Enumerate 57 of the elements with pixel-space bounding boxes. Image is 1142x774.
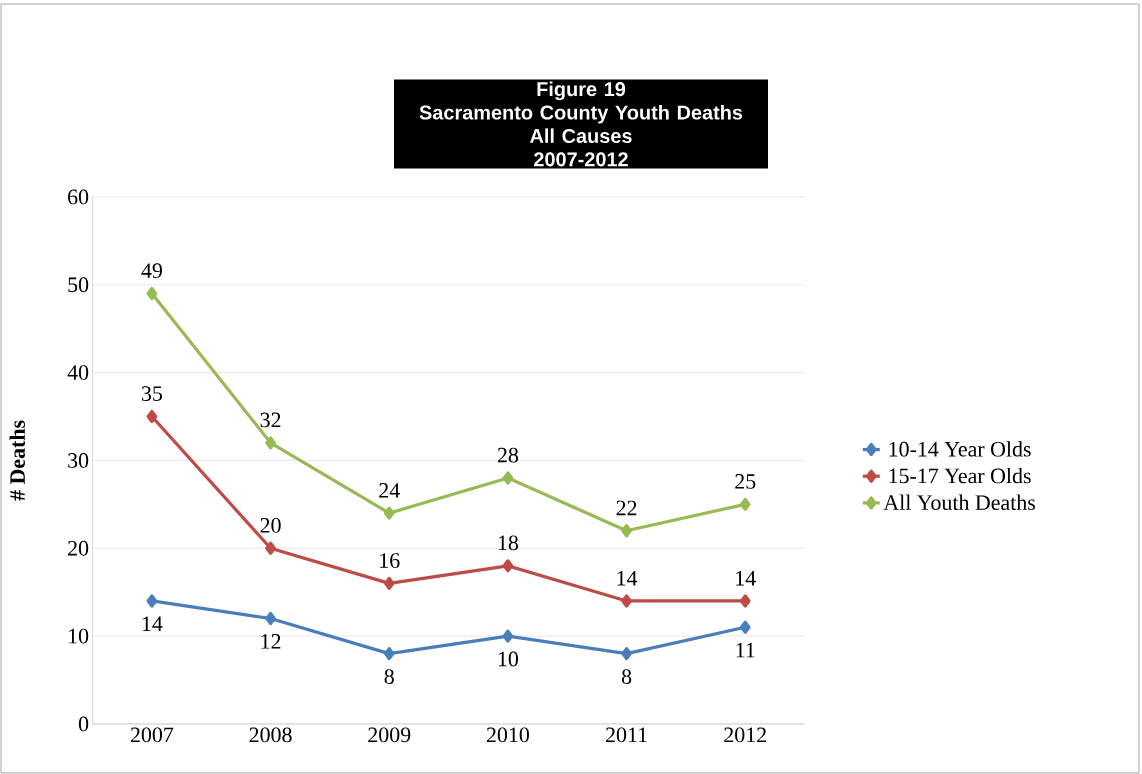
point: [383, 576, 395, 590]
data-label: 28: [497, 447, 519, 463]
data-label: 12: [261, 634, 281, 649]
data-label: 18: [498, 535, 519, 551]
text: All Causes: [530, 128, 632, 143]
data-label: 32: [260, 412, 281, 428]
x-tick-label: 2012: [724, 727, 766, 743]
legend-label: All Youth Deaths: [883, 494, 1035, 510]
y-tick-label: 20: [68, 540, 89, 556]
x-tick-label: 2009: [368, 727, 411, 743]
y-tick-label: 10: [69, 628, 89, 644]
legend-label: 15-17 Year Olds: [889, 467, 1031, 484]
point: [621, 524, 632, 538]
point: [265, 436, 276, 450]
point: [502, 559, 514, 573]
data-label: 8: [384, 669, 394, 684]
point: [146, 409, 158, 424]
y-axis-title: # Deaths: [9, 420, 25, 501]
x-tick-label: 2008: [249, 727, 292, 743]
data-label: 14: [736, 570, 756, 586]
data-label: 25: [735, 474, 756, 489]
chart-title: Figure 19: [537, 81, 626, 101]
x-tick-label: 2010: [486, 727, 529, 743]
y-tick-label: 60: [68, 189, 89, 205]
text: 2007-2012: [534, 152, 628, 167]
point: [146, 594, 158, 608]
data-label: 8: [621, 669, 632, 684]
point: [383, 506, 395, 520]
data-label: 49: [141, 263, 162, 279]
y-tick-label: 30: [68, 453, 89, 468]
x-tick-label: 2007: [130, 727, 174, 743]
data-label: 14: [617, 570, 638, 586]
data-label: 14: [142, 616, 163, 631]
point: [383, 647, 395, 661]
data-label: 20: [260, 517, 281, 533]
point: [265, 611, 276, 626]
point: [621, 647, 632, 661]
legend-label: 10-14 Year Olds: [889, 441, 1031, 457]
x-tick-label: 2011: [606, 727, 647, 743]
y-tick-label: 50: [68, 277, 89, 293]
data-label: 22: [616, 500, 637, 516]
point: [502, 629, 514, 643]
data-label: 24: [379, 483, 400, 498]
y-tick-label: 0: [78, 716, 89, 732]
data-label: 16: [380, 553, 400, 568]
point: [621, 594, 632, 608]
point: [146, 286, 158, 301]
point: [502, 471, 514, 485]
y-tick-label: 40: [67, 365, 89, 380]
data-label: 10: [498, 651, 519, 667]
point: [739, 620, 751, 634]
data-label: 11: [736, 642, 755, 658]
point: [265, 541, 276, 555]
point: [739, 594, 751, 608]
data-label: 35: [141, 386, 163, 401]
point: [739, 497, 751, 511]
chart-subtitle: Sacramento County Youth Deaths: [419, 104, 743, 124]
